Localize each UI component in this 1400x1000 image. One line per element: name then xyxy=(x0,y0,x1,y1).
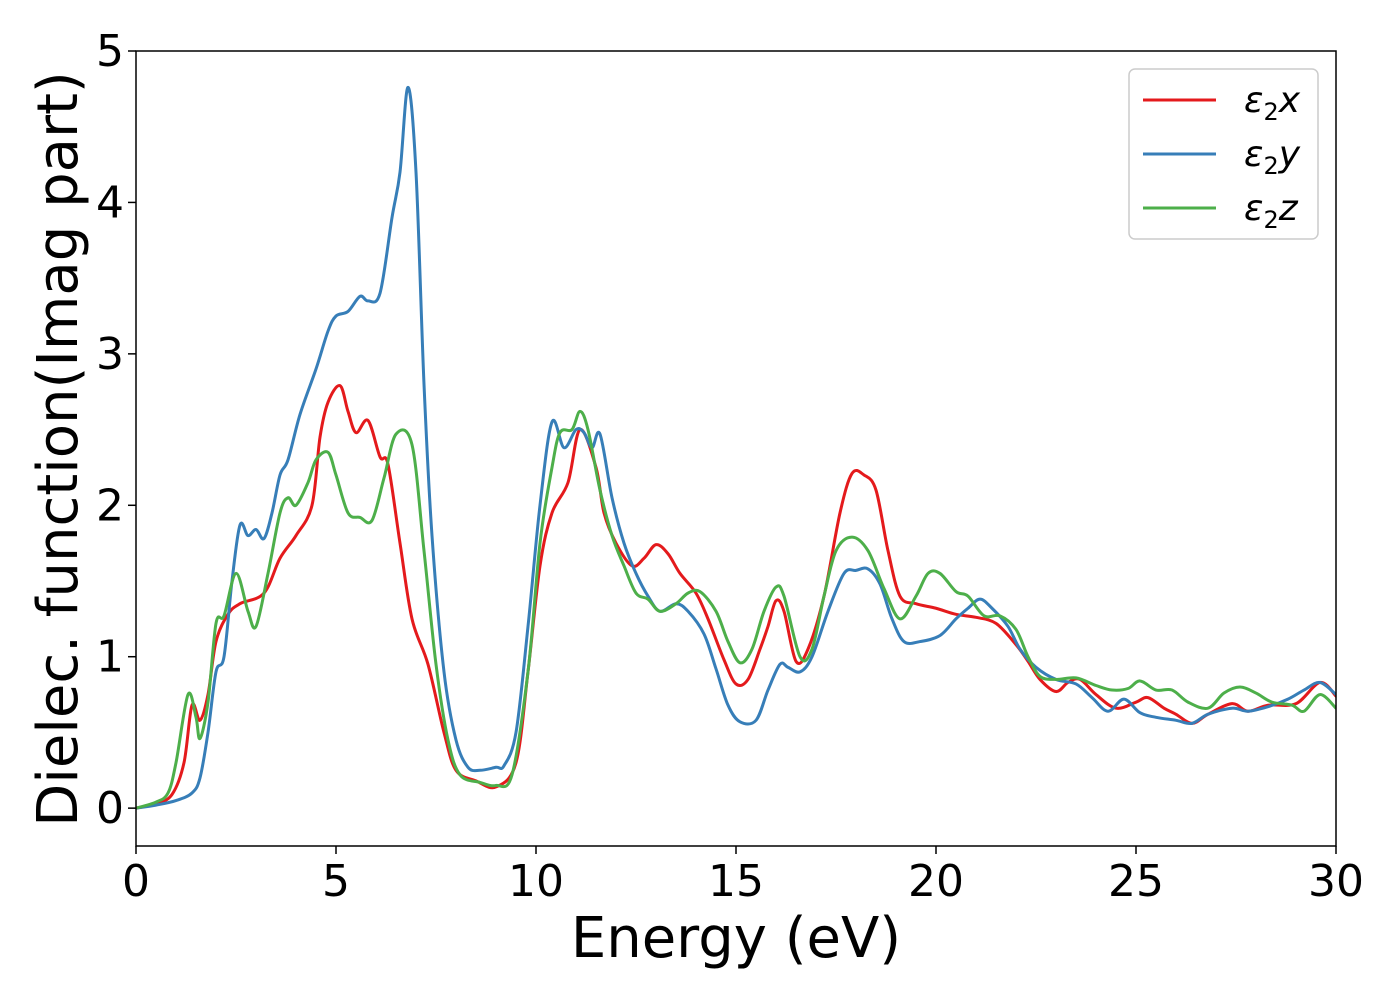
y-tick-label: 0 xyxy=(96,783,124,834)
legend-label-subscript: 2 xyxy=(1263,206,1278,234)
legend-label-base: ε xyxy=(1244,134,1263,175)
x-axis-ticks: 0 5 10 15 20 25 30 xyxy=(122,846,1364,907)
x-tick-label: 30 xyxy=(1308,856,1364,907)
legend-box xyxy=(1128,68,1319,240)
legend-label-z: ε2z xyxy=(1244,188,1299,234)
y-tick-label: 5 xyxy=(96,26,124,77)
x-axis-title: Energy (eV) xyxy=(571,906,901,971)
legend-label-variable: z xyxy=(1278,188,1299,229)
legend-label-subscript: 2 xyxy=(1263,98,1278,126)
legend-label-y: ε2y xyxy=(1244,134,1301,180)
y-axis-ticks: 0 1 2 3 4 5 xyxy=(96,26,136,834)
legend-label-base: ε xyxy=(1244,188,1263,229)
legend-label-subscript: 2 xyxy=(1263,152,1278,180)
series-line-z xyxy=(136,409,1336,810)
y-tick-label: 1 xyxy=(96,632,124,683)
y-tick-label: 2 xyxy=(96,480,124,531)
x-tick-label: 20 xyxy=(908,856,964,907)
legend-label-variable: y xyxy=(1278,134,1301,175)
legend-label-base: ε xyxy=(1244,80,1263,121)
legend-label-x: ε2x xyxy=(1244,80,1301,126)
y-tick-label: 4 xyxy=(96,177,124,228)
y-tick-label: 3 xyxy=(96,329,124,380)
x-tick-label: 25 xyxy=(1108,856,1164,907)
x-tick-label: 15 xyxy=(708,856,764,907)
x-tick-label: 10 xyxy=(508,856,564,907)
x-tick-label: 5 xyxy=(322,856,350,907)
series-group xyxy=(136,85,1336,810)
x-tick-label: 0 xyxy=(122,856,150,907)
legend-label-variable: x xyxy=(1278,80,1301,121)
y-axis-title: Dielec. function(Imag part) xyxy=(26,71,91,827)
